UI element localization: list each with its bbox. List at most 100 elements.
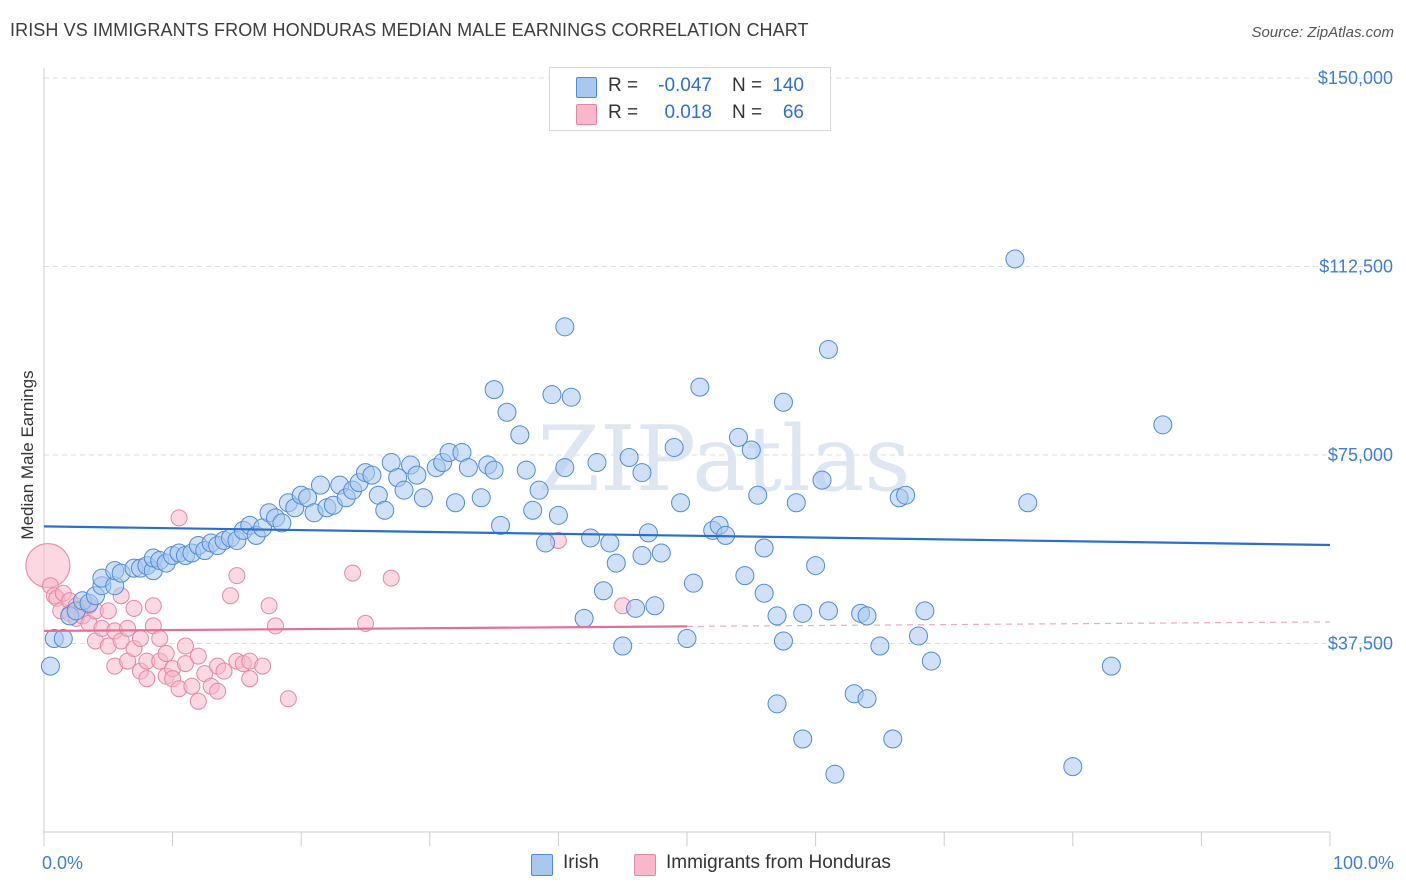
irish-point xyxy=(542,385,562,405)
honduras-point xyxy=(176,655,194,673)
irish-point xyxy=(394,480,414,500)
irish-point xyxy=(690,377,710,397)
honduras-point xyxy=(176,637,194,655)
y-tick-label: $112,500 xyxy=(1319,257,1393,277)
r-label: R = xyxy=(608,75,639,96)
irish-point xyxy=(883,729,903,749)
source-label: Source: ZipAtlas.com xyxy=(1251,24,1394,41)
honduras-point xyxy=(279,690,297,708)
honduras-point xyxy=(228,567,246,585)
honduras-point xyxy=(131,629,149,647)
honduras-point xyxy=(151,629,169,647)
irish-point xyxy=(921,651,941,671)
irish-point xyxy=(516,460,536,480)
irish-point xyxy=(812,470,832,490)
r-label: R = xyxy=(608,102,639,123)
chart-title: IRISH VS IMMIGRANTS FROM HONDURAS MEDIAN… xyxy=(10,20,809,40)
irish-point xyxy=(767,606,787,626)
irish-point xyxy=(600,533,620,553)
irish-point xyxy=(741,440,761,460)
irish-point xyxy=(606,553,626,573)
irish-point xyxy=(413,488,433,508)
irish-point xyxy=(593,581,613,601)
irish-point xyxy=(555,458,575,478)
irish-point xyxy=(915,601,935,621)
grid-lines xyxy=(44,77,1390,644)
n-label: N = xyxy=(732,75,763,96)
irish-point xyxy=(728,427,748,447)
irish-point xyxy=(683,573,703,593)
irish-point xyxy=(484,460,504,480)
honduras-point xyxy=(157,645,175,663)
irish-point xyxy=(632,463,652,483)
irish-point xyxy=(748,485,768,505)
irish-point xyxy=(458,458,478,478)
irish-point xyxy=(581,528,601,548)
honduras-points xyxy=(25,509,632,710)
legend-row-honduras: R = 0.018 N = 66 xyxy=(550,101,830,127)
honduras-point xyxy=(357,614,374,632)
honduras-point xyxy=(170,509,188,527)
honduras-point xyxy=(119,619,137,637)
irish-point xyxy=(908,626,928,646)
irish-point xyxy=(773,392,793,412)
honduras-point xyxy=(144,597,162,615)
honduras-point xyxy=(183,677,201,695)
irish-point xyxy=(793,603,813,623)
irish-point xyxy=(773,631,793,651)
honduras-trend-line-extension xyxy=(686,621,1331,628)
honduras-point xyxy=(189,692,207,710)
irish-point xyxy=(548,505,568,525)
irish-point xyxy=(638,523,658,543)
honduras-point xyxy=(260,597,278,615)
trend-lines xyxy=(43,525,1331,633)
legend-label-irish: Irish xyxy=(563,852,599,873)
honduras-point xyxy=(215,662,233,680)
y-axis-title: Median Male Earnings xyxy=(18,370,37,539)
irish-point xyxy=(362,465,382,485)
x-tick-label-max: 100.0% xyxy=(1333,853,1394,873)
irish-point xyxy=(825,764,845,784)
y-tick-label: $75,000 xyxy=(1328,445,1393,465)
x-tick-label-min: 0.0% xyxy=(42,853,83,873)
r-value: 0.018 xyxy=(664,102,712,123)
irish-point xyxy=(523,500,543,520)
legend-label-honduras: Immigrants from Honduras xyxy=(666,852,891,873)
honduras-swatch xyxy=(576,104,597,125)
irish-point xyxy=(1101,656,1121,676)
irish-point xyxy=(536,533,556,553)
irish-point xyxy=(896,485,916,505)
honduras-point xyxy=(344,564,362,582)
honduras-swatch xyxy=(634,854,656,876)
irish-point xyxy=(1153,415,1173,435)
honduras-point xyxy=(221,587,239,605)
honduras-point xyxy=(382,569,400,587)
irish-point xyxy=(375,500,395,520)
irish-point xyxy=(555,317,575,337)
irish-point xyxy=(1005,249,1025,269)
irish-point xyxy=(870,636,890,656)
honduras-point xyxy=(254,657,272,675)
irish-point xyxy=(53,628,73,648)
y-tick-label: $150,000 xyxy=(1318,68,1393,88)
irish-point xyxy=(793,729,813,749)
n-label: N = xyxy=(732,102,763,123)
honduras-point xyxy=(138,670,156,688)
irish-point xyxy=(818,601,838,621)
irish-point xyxy=(446,493,466,513)
y-tick-labels: $37,500 $75,000 $112,500 $150,000 xyxy=(1318,68,1393,654)
honduras-point xyxy=(189,647,207,665)
irish-point xyxy=(786,493,806,513)
irish-point xyxy=(40,656,60,676)
irish-point xyxy=(272,513,292,533)
n-value: 140 xyxy=(772,75,804,96)
irish-point xyxy=(510,425,530,445)
honduras-trend-line xyxy=(43,625,688,633)
irish-points xyxy=(40,249,1173,784)
irish-point xyxy=(619,448,639,468)
irish-point xyxy=(767,694,787,714)
irish-point xyxy=(574,608,594,628)
irish-point xyxy=(626,598,646,618)
irish-point xyxy=(1018,493,1038,513)
